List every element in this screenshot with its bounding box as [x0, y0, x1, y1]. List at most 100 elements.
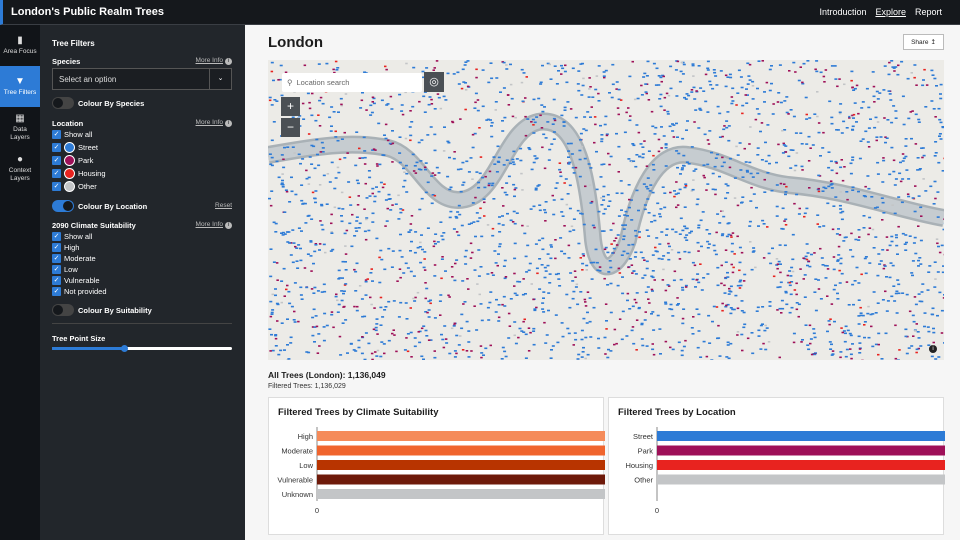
tree-point [419, 160, 423, 162]
location-reset[interactable]: Reset [215, 202, 232, 209]
location-street[interactable]: ✓ Street [52, 142, 99, 153]
colour-by-location-toggle[interactable] [52, 200, 74, 212]
tree-point [886, 119, 890, 121]
tree-point [403, 171, 406, 173]
tree-point [764, 348, 768, 351]
tree-point [377, 190, 381, 193]
location-housing[interactable]: ✓ Housing [52, 168, 106, 179]
tree-point [343, 131, 346, 134]
tree-point [464, 249, 468, 252]
tree-point [927, 271, 931, 273]
tree-point [379, 355, 383, 358]
map-info-icon[interactable]: i [929, 345, 937, 353]
tree-point [797, 303, 801, 306]
tree-point [270, 164, 274, 167]
location-search-input[interactable]: ⚲ Location search [282, 73, 422, 92]
tree-point [539, 81, 543, 84]
tree-point [918, 168, 921, 171]
bar [657, 460, 945, 470]
tree-point [617, 113, 620, 116]
tree-point [694, 109, 698, 111]
rail-data-layers[interactable]: ▦ Data Layers [0, 107, 40, 148]
tree-point [741, 349, 744, 352]
tree-point [711, 188, 715, 191]
point-size-slider[interactable] [52, 345, 232, 352]
tree-point [935, 85, 938, 87]
colour-by-species-toggle[interactable] [52, 97, 74, 109]
tree-point [707, 143, 711, 145]
species-more-info[interactable]: More Info i [196, 57, 232, 65]
tree-point [805, 207, 809, 210]
tree-point [338, 277, 342, 279]
tree-point [633, 256, 637, 258]
tree-point [691, 278, 695, 281]
climate-high[interactable]: ✓ High [52, 243, 80, 252]
climate-show-all[interactable]: ✓ Show all [52, 232, 93, 241]
climate-not-provided[interactable]: ✓ Not provided [52, 287, 107, 296]
tree-point [664, 165, 668, 167]
map-canvas[interactable] [268, 60, 944, 360]
tree-point [614, 237, 618, 239]
rail-tree-filters[interactable]: ▼ Tree Filters [0, 66, 40, 107]
tree-point [289, 336, 293, 339]
location-park[interactable]: ✓ Park [52, 155, 94, 166]
checkbox-checked-icon: ✓ [52, 287, 61, 296]
tree-point [633, 98, 637, 101]
tree-point [794, 164, 798, 167]
climate-vulnerable[interactable]: ✓ Vulnerable [52, 276, 100, 285]
colour-by-suitability-toggle[interactable] [52, 304, 74, 316]
rail-area-focus[interactable]: ▮ Area Focus [0, 25, 40, 66]
tree-point [657, 138, 661, 141]
tree-point [895, 290, 899, 293]
tree-point [318, 184, 322, 186]
tree-point [281, 231, 285, 234]
climate-low[interactable]: ✓ Low [52, 265, 78, 274]
tree-point [868, 262, 872, 264]
tree-point [894, 117, 898, 119]
tree-point [622, 235, 626, 237]
tree-point [766, 226, 769, 228]
tree-point [331, 248, 335, 251]
climate-moderate[interactable]: ✓ Moderate [52, 254, 96, 263]
tree-point [880, 197, 884, 199]
tree-point [627, 107, 630, 109]
tree-point [764, 324, 767, 327]
tree-point [274, 231, 278, 233]
tree-point [574, 166, 578, 169]
tree-point [740, 251, 744, 254]
tree-point [299, 162, 302, 165]
nav-report[interactable]: Report [914, 7, 942, 17]
tree-point [348, 196, 352, 198]
location-show-all[interactable]: ✓ Show all [52, 130, 93, 139]
map[interactable] [268, 60, 944, 360]
tree-point [783, 220, 786, 222]
tree-point [474, 235, 477, 238]
tree-point [664, 289, 668, 292]
zoom-out-button[interactable]: − [281, 118, 300, 137]
share-button[interactable]: Share ↥ [903, 34, 944, 50]
slider-thumb[interactable] [121, 345, 128, 352]
tree-point [455, 231, 459, 233]
location-other[interactable]: ✓ Other [52, 181, 97, 192]
location-more-info[interactable]: More Info i [196, 119, 232, 127]
tree-point [711, 172, 715, 175]
tree-point [520, 172, 523, 175]
tree-point [317, 164, 321, 167]
nav-introduction[interactable]: Introduction [819, 7, 867, 17]
tree-point [680, 61, 684, 64]
tree-point [456, 168, 460, 171]
tree-point [749, 241, 752, 243]
tree-point [330, 313, 334, 316]
rail-context-layers[interactable]: ● Context Layers [0, 148, 40, 189]
zoom-in-button[interactable]: + [281, 97, 300, 116]
climate-more-info[interactable]: More Info i [196, 221, 232, 229]
tree-point [685, 234, 689, 236]
nav-explore[interactable]: Explore [875, 7, 906, 17]
species-select[interactable]: Select an option ⌄ [52, 68, 232, 90]
tree-point [913, 210, 917, 213]
tree-point [342, 290, 346, 292]
tree-point [335, 293, 338, 296]
tree-point [549, 357, 553, 359]
tree-point [682, 164, 685, 167]
locate-icon[interactable]: ◎ [424, 72, 444, 92]
